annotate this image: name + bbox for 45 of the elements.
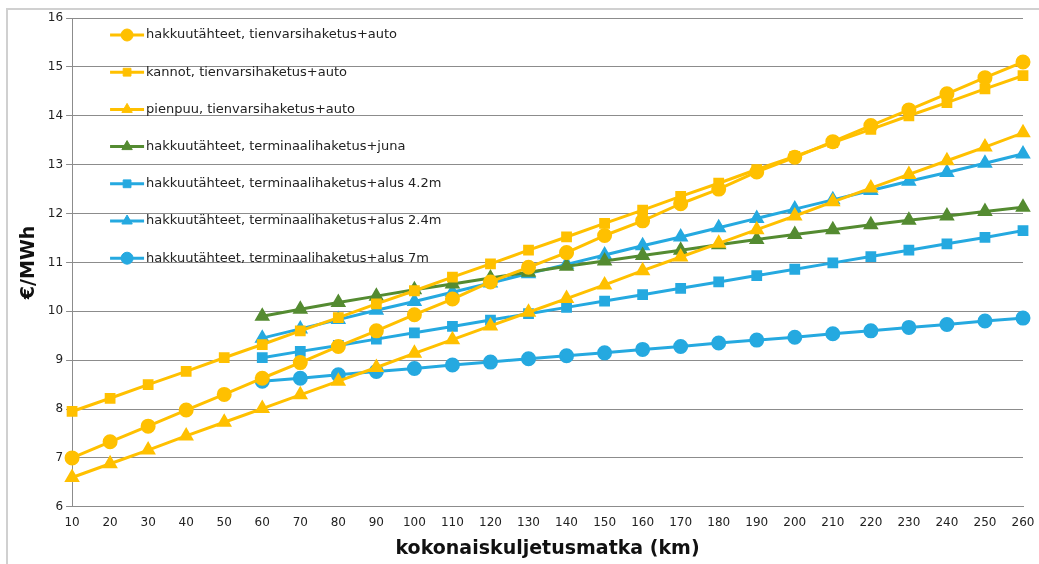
- x-tick-label: 90: [368, 515, 385, 530]
- legend-label: hakkuutähteet, tienvarsihaketus+auto: [146, 26, 398, 42]
- x-tick-label: 250: [973, 515, 997, 530]
- legend-label: kannot, tienvarsihaketus+auto: [146, 63, 348, 79]
- x-tick-label: 110: [440, 515, 464, 530]
- y-tick-label: 13: [47, 156, 64, 171]
- y-tick-label: 6: [55, 498, 64, 513]
- legend-label: hakkuutähteet, terminaalihaketus+alus 2.4m: [146, 212, 442, 228]
- x-tick-label: 40: [178, 515, 194, 530]
- y-tick-label: 8: [55, 401, 64, 416]
- legend-label: hakkuutähteet, terminaalihaketus+alus 7m: [146, 249, 429, 265]
- x-tick-label: 190: [745, 515, 769, 530]
- x-tick-label: 200: [783, 515, 807, 530]
- x-axis-title: kokonaiskuljetusmatka (km): [395, 535, 700, 558]
- y-tick-label: 12: [47, 205, 64, 220]
- x-tick-label: 260: [1011, 515, 1035, 530]
- y-tick-label: 9: [55, 352, 64, 367]
- x-tick-label: 220: [859, 515, 883, 530]
- x-tick-label: 170: [669, 515, 693, 530]
- x-tick-label: 140: [555, 515, 579, 530]
- x-tick-label: 70: [292, 515, 308, 530]
- x-tick-label: 60: [254, 515, 270, 530]
- x-tick-label: 240: [935, 515, 959, 530]
- x-tick-label: 20: [102, 515, 118, 530]
- legend-label: pienpuu, tienvarsihaketus+auto: [146, 100, 356, 116]
- x-tick-label: 230: [897, 515, 921, 530]
- x-tick-label: 50: [216, 515, 232, 530]
- x-tick-label: 150: [593, 515, 617, 530]
- x-tick-label: 210: [821, 515, 845, 530]
- y-tick-label: 7: [55, 450, 64, 465]
- x-tick-label: 160: [631, 515, 655, 530]
- x-tick-label: 130: [517, 515, 540, 530]
- x-tick-label: 180: [707, 515, 731, 530]
- legend-label: hakkuutähteet, terminaalihaketus+juna: [146, 137, 406, 153]
- x-tick-label: 120: [479, 515, 502, 530]
- y-tick-label: 11: [47, 254, 64, 269]
- x-tick-label: 30: [140, 515, 156, 530]
- y-tick-label: 10: [47, 303, 64, 318]
- x-tick-label: 100: [402, 515, 426, 530]
- y-tick-label: 15: [47, 59, 64, 73]
- legend-label: hakkuutähteet, terminaalihaketus+alus 4.2m: [146, 175, 442, 191]
- x-tick-label: 80: [330, 515, 346, 530]
- y-tick-label: 14: [47, 107, 64, 122]
- y-tick-label: 16: [47, 10, 64, 25]
- y-axis-title: €/MWh: [16, 225, 39, 301]
